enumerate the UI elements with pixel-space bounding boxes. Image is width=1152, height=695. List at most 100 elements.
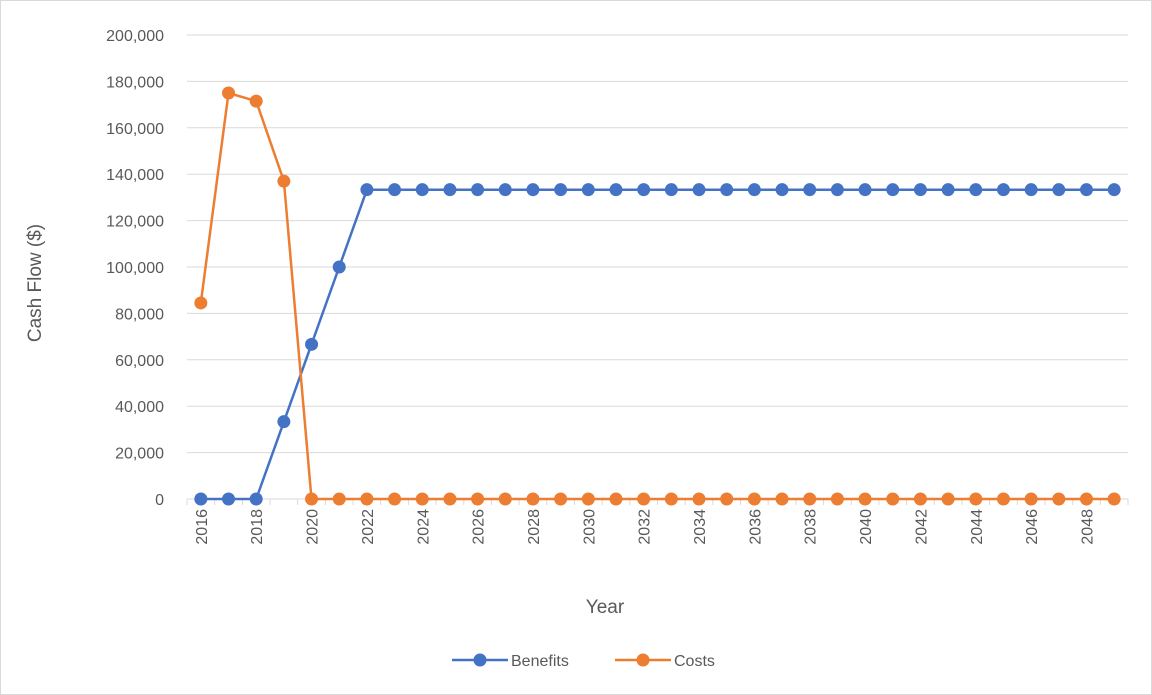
data-point: [664, 183, 678, 197]
data-point: [1107, 183, 1121, 197]
data-point: [803, 492, 817, 506]
data-point: [305, 492, 319, 506]
data-point: [1052, 183, 1066, 197]
data-point: [415, 183, 429, 197]
x-tick-label: 2036: [747, 509, 764, 545]
axes: 0 20,000 40,000 60,000 80,000 100,000 120,000 1…: [106, 28, 1129, 545]
y-tick-label: 200,000: [106, 28, 164, 45]
x-axis-title: Year: [586, 597, 625, 618]
data-point: [581, 492, 595, 506]
y-tick-label: 120,000: [106, 214, 164, 231]
data-point: [194, 296, 208, 310]
y-tick-label: 40,000: [115, 399, 164, 416]
data-point: [443, 183, 457, 197]
data-point: [249, 492, 263, 506]
y-tick-label: 180,000: [106, 74, 164, 91]
x-tick-label: 2020: [305, 509, 322, 545]
x-tick-label: 2044: [969, 509, 986, 545]
data-point: [249, 94, 263, 108]
legend-item-benefits: Benefits: [452, 653, 569, 670]
data-point: [637, 183, 651, 197]
data-point: [1052, 492, 1066, 506]
data-point: [830, 492, 844, 506]
y-tick-label: 60,000: [115, 353, 164, 370]
x-tick-label: 2034: [692, 509, 709, 545]
data-point: [941, 492, 955, 506]
data-point: [913, 183, 927, 197]
data-point: [609, 492, 623, 506]
data-point: [1079, 492, 1093, 506]
x-tick-label: 2028: [526, 509, 543, 545]
data-point: [609, 183, 623, 197]
data-point: [886, 492, 900, 506]
data-point: [637, 492, 651, 506]
x-tick-label: 2024: [415, 509, 432, 545]
data-point: [222, 492, 236, 506]
data-point: [858, 492, 872, 506]
data-point: [941, 183, 955, 197]
data-point: [996, 492, 1010, 506]
x-tick-label: 2026: [471, 509, 488, 545]
data-point: [526, 183, 540, 197]
data-point: [803, 183, 817, 197]
legend-label: Costs: [674, 653, 715, 670]
legend: Benefits Costs: [452, 653, 715, 670]
data-point: [360, 492, 374, 506]
data-point: [277, 415, 291, 429]
data-point: [360, 183, 374, 197]
data-point: [554, 183, 568, 197]
data-point: [692, 183, 706, 197]
legend-item-costs: Costs: [615, 653, 715, 670]
data-point: [498, 492, 512, 506]
gridlines: [187, 34, 1128, 454]
data-point: [194, 492, 208, 506]
data-point: [664, 492, 678, 506]
data-point: [858, 183, 872, 197]
y-axis-title: Cash Flow ($): [25, 224, 46, 342]
x-tick-label: 2048: [1079, 509, 1096, 545]
data-point: [277, 174, 291, 188]
y-tick-label: 140,000: [106, 167, 164, 184]
data-point: [443, 492, 457, 506]
x-tick-label: 2042: [913, 509, 930, 545]
data-point: [692, 492, 706, 506]
data-point: [775, 492, 789, 506]
data-point: [581, 183, 595, 197]
x-tick-label: 2046: [1024, 509, 1041, 545]
legend-marker: [473, 653, 487, 667]
data-point: [775, 183, 789, 197]
data-point: [969, 183, 983, 197]
x-tick-label: 2040: [858, 509, 875, 545]
series-line-costs: [199, 91, 1115, 501]
series-line-benefits: [200, 188, 1115, 501]
data-point: [886, 183, 900, 197]
data-point: [1107, 492, 1121, 506]
data-point: [388, 492, 402, 506]
legend-label: Benefits: [511, 653, 569, 670]
data-point: [1024, 183, 1038, 197]
x-tick-label: 2022: [360, 509, 377, 545]
data-point: [388, 183, 402, 197]
data-point: [913, 492, 927, 506]
data-point: [305, 337, 319, 351]
data-point: [554, 492, 568, 506]
y-tick-label: 100,000: [106, 260, 164, 277]
data-point: [415, 492, 429, 506]
data-point: [969, 492, 983, 506]
data-point: [996, 183, 1010, 197]
series-group: [194, 86, 1121, 506]
y-tick-label: 0: [155, 492, 164, 509]
data-point: [720, 183, 734, 197]
x-tick-label: 2016: [194, 509, 211, 545]
y-tick-label: 20,000: [115, 446, 164, 463]
data-point: [332, 492, 346, 506]
x-tick-label: 2030: [581, 509, 598, 545]
data-point: [471, 492, 485, 506]
legend-marker: [636, 653, 650, 667]
data-point: [222, 86, 236, 100]
x-tick-label: 2018: [249, 509, 266, 545]
data-point: [747, 183, 761, 197]
data-point: [747, 492, 761, 506]
data-point: [332, 260, 346, 274]
